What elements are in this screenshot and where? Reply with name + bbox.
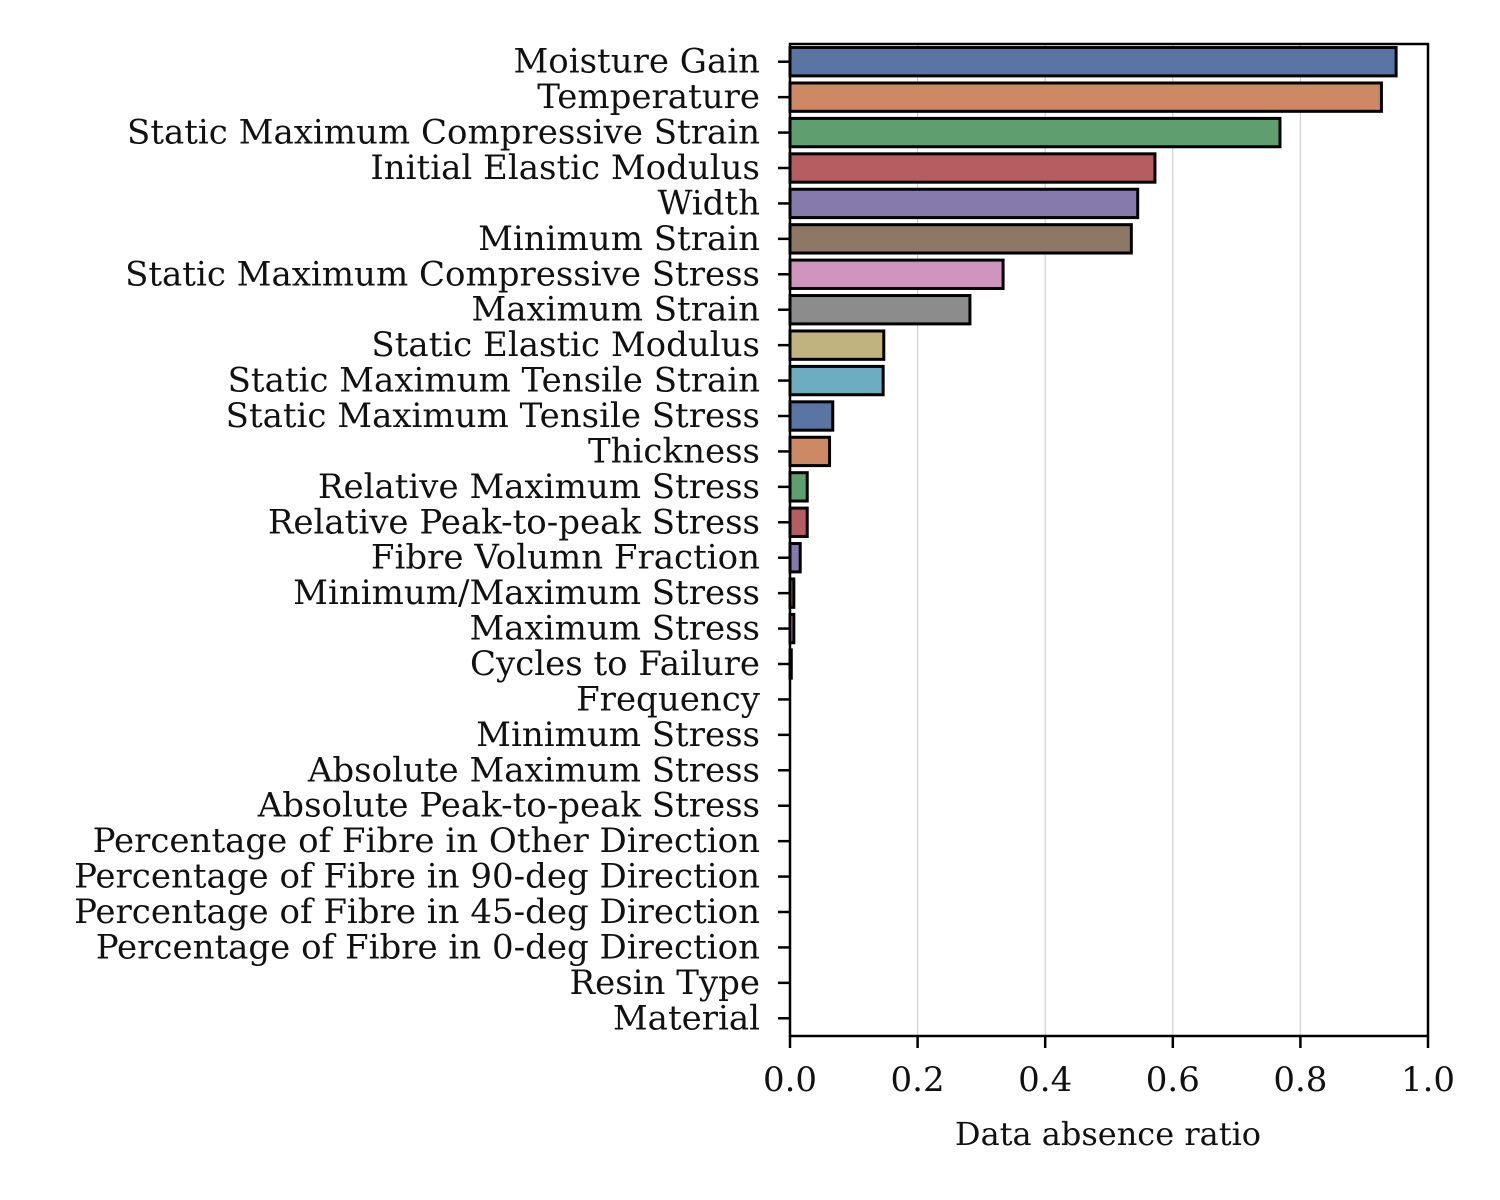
y-tick-label: Static Elastic Modulus	[371, 325, 760, 365]
x-tick-label: 0.2	[891, 1060, 945, 1100]
x-tick-label: 0.4	[1018, 1060, 1072, 1100]
bar	[788, 471, 809, 503]
bar	[788, 294, 972, 326]
bar	[788, 152, 1157, 184]
y-tick-label: Static Maximum Compressive Stress	[125, 254, 760, 294]
bar	[788, 258, 1005, 290]
bar	[788, 46, 1398, 78]
y-tick-label: Temperature	[537, 77, 760, 117]
y-tick-label: Minimum Stress	[476, 715, 760, 755]
y-tick-label: Frequency	[576, 679, 761, 719]
x-tick-label: 0.8	[1273, 1060, 1327, 1100]
x-axis-ticks: 0.0 0.2 0.4 0.6 0.8 1.0	[763, 1036, 1455, 1100]
plot-frame	[788, 42, 1430, 1038]
bar	[788, 223, 1133, 255]
y-tick-label: Absolute Maximum Stress	[307, 750, 760, 790]
bar	[788, 435, 832, 468]
y-tick-label: Static Maximum Tensile Strain	[228, 361, 760, 401]
x-tick-label: 1.0	[1401, 1060, 1455, 1100]
y-tick-label: Cycles to Failure	[470, 644, 760, 684]
bar	[788, 116, 1282, 149]
y-tick-label: Percentage of Fibre in 45-deg Direction	[74, 892, 760, 932]
x-tick-label: 0.0	[763, 1060, 817, 1100]
y-tick-label: Static Maximum Compressive Strain	[127, 113, 760, 153]
y-tick-label: Percentage of Fibre in 0-deg Direction	[96, 927, 760, 967]
bar	[788, 187, 1140, 220]
y-tick-label: Absolute Peak-to-peak Stress	[257, 786, 760, 826]
bar	[788, 364, 885, 397]
bar	[788, 542, 802, 574]
y-tick-label: Minimum/Maximum Stress	[293, 573, 760, 613]
bar	[788, 400, 835, 432]
y-tick-label: Material	[613, 998, 760, 1038]
bars	[788, 46, 1398, 680]
y-tick-label: Relative Maximum Stress	[318, 467, 760, 507]
y-tick-label: Percentage of Fibre in 90-deg Direction	[74, 857, 760, 897]
y-tick-label: Fibre Volumn Fraction	[371, 538, 760, 578]
bar	[788, 329, 886, 361]
y-tick-label: Relative Peak-to-peak Stress	[268, 502, 760, 542]
y-tick-label: Static Maximum Tensile Stress	[226, 396, 760, 436]
y-tick-label: Moisture Gain	[513, 42, 760, 82]
y-tick-label: Initial Elastic Modulus	[370, 148, 760, 188]
y-tick-label: Maximum Strain	[471, 290, 760, 330]
bar	[788, 506, 809, 538]
y-tick-label: Maximum Stress	[469, 609, 760, 649]
y-tick-label: Thickness	[588, 431, 760, 471]
y-tick-label: Percentage of Fibre in Other Direction	[93, 821, 760, 861]
x-axis-title: Data absence ratio	[955, 1115, 1261, 1153]
y-tick-label: Width	[657, 183, 760, 223]
y-tick-label: Resin Type	[569, 963, 760, 1003]
y-tick-label: Minimum Strain	[478, 219, 760, 259]
plot-border	[788, 42, 1430, 1038]
x-tick-label: 0.6	[1146, 1060, 1200, 1100]
bar	[788, 81, 1383, 113]
